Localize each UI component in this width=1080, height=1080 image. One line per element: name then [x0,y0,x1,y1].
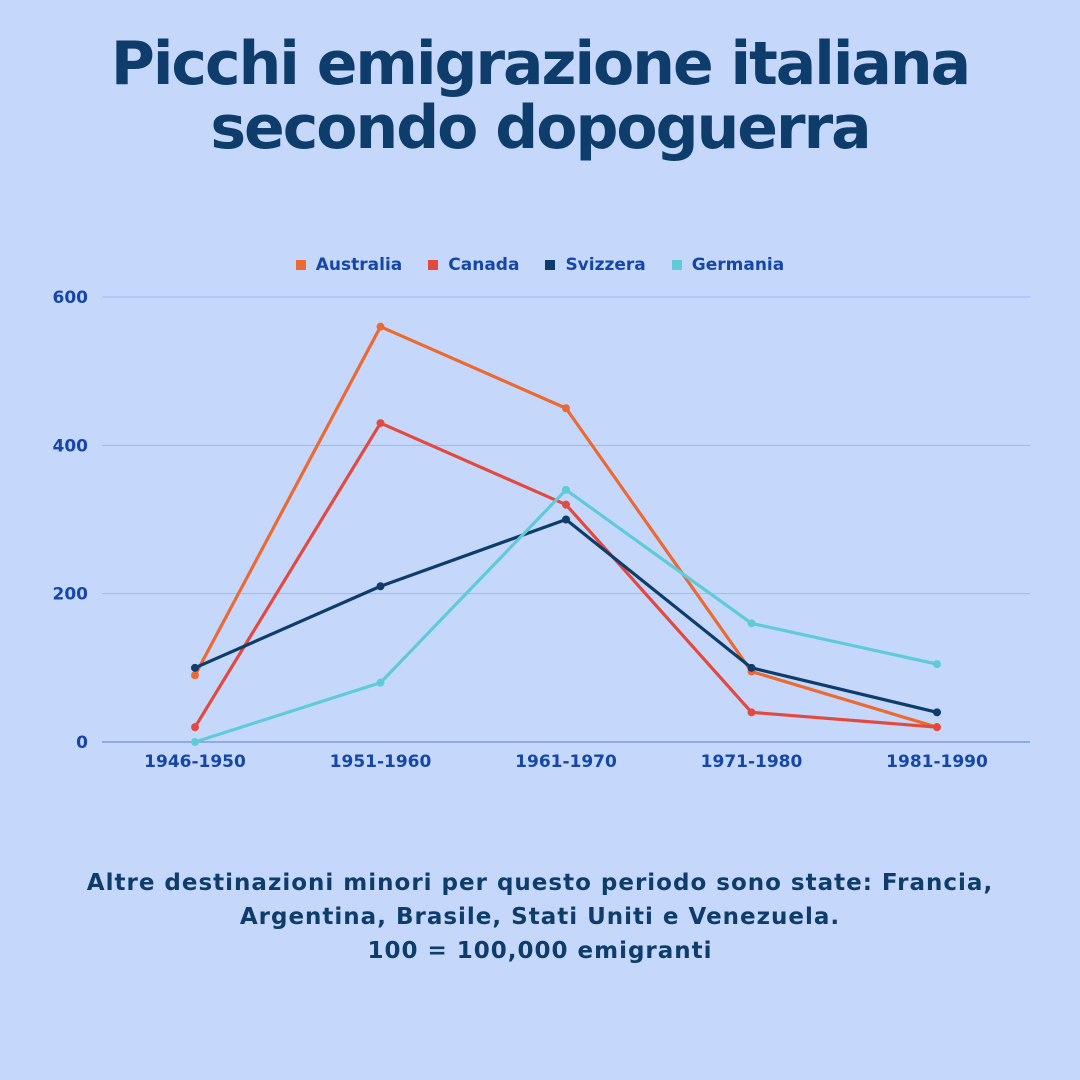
data-point-australia-1961-1970 [562,404,570,413]
legend-swatch-germania [671,260,682,270]
x-tick-label-1971-1980: 1971-1980 [701,752,803,772]
y-tick-label-400: 400 [53,436,89,456]
data-point-australia-1951-1960 [376,322,385,331]
legend-item-australia: Australia [295,255,403,275]
x-tick-label-1946-1950: 1946-1950 [144,752,246,772]
data-point-canada-1951-1960 [376,419,385,428]
legend-item-svizzera: Svizzera [545,255,646,275]
y-tick-label-200: 200 [53,585,89,605]
x-tick-label-1951-1960: 1951-1960 [330,752,432,772]
y-tick-label-600: 600 [53,288,89,308]
data-point-germania-1951-1960 [376,678,385,687]
legend-label-canada: Canada [448,255,520,275]
data-point-svizzera-1951-1960 [376,582,385,591]
data-point-germania-1946-1950 [191,738,199,746]
data-point-svizzera-1961-1970 [562,515,570,524]
chart-title-line-2: secondo dopoguerra [210,93,871,163]
data-point-germania-1961-1970 [562,485,570,494]
legend-swatch-svizzera [545,260,556,270]
y-tick-label-0: 0 [76,733,88,753]
data-point-canada-1971-1980 [747,708,756,717]
footnote-line-2: Argentina, Brasile, Stati Uniti e Venezu… [239,904,841,930]
legend-swatch-australia [295,260,306,270]
data-point-germania-1971-1980 [747,619,756,628]
data-point-canada-1961-1970 [562,500,570,509]
chart-title: Picchi emigrazione italiana secondo dopo… [60,32,1020,160]
chart-title-line-1: Picchi emigrazione italiana [110,29,971,99]
data-point-australia-1946-1950 [191,671,199,680]
data-point-germania-1981-1990 [933,660,941,669]
x-tick-label-1981-1990: 1981-1990 [886,752,988,772]
x-tick-label-1961-1970: 1961-1970 [515,752,617,772]
legend-label-svizzera: Svizzera [565,255,646,275]
legend-label-australia: Australia [315,255,403,275]
data-point-svizzera-1971-1980 [747,663,756,672]
data-point-svizzera-1981-1990 [933,708,941,717]
data-point-canada-1981-1990 [933,723,941,732]
data-point-svizzera-1946-1950 [191,663,199,672]
footnote: Altre destinazioni minori per questo per… [60,866,1020,968]
legend-label-germania: Germania [691,255,785,275]
series-line-australia [193,325,939,729]
chart-legend: Australia Canada Svizzera Germania [0,255,1080,275]
legend-swatch-canada [428,260,439,270]
series-line-svizzera [193,517,939,714]
footnote-line-3: 100 = 100,000 emigranti [367,938,713,964]
legend-item-canada: Canada [428,255,519,275]
series-line-germania [193,488,939,744]
legend-item-germania: Germania [671,255,785,275]
footnote-line-1: Altre destinazioni minori per questo per… [86,870,994,896]
data-point-canada-1946-1950 [191,723,199,732]
